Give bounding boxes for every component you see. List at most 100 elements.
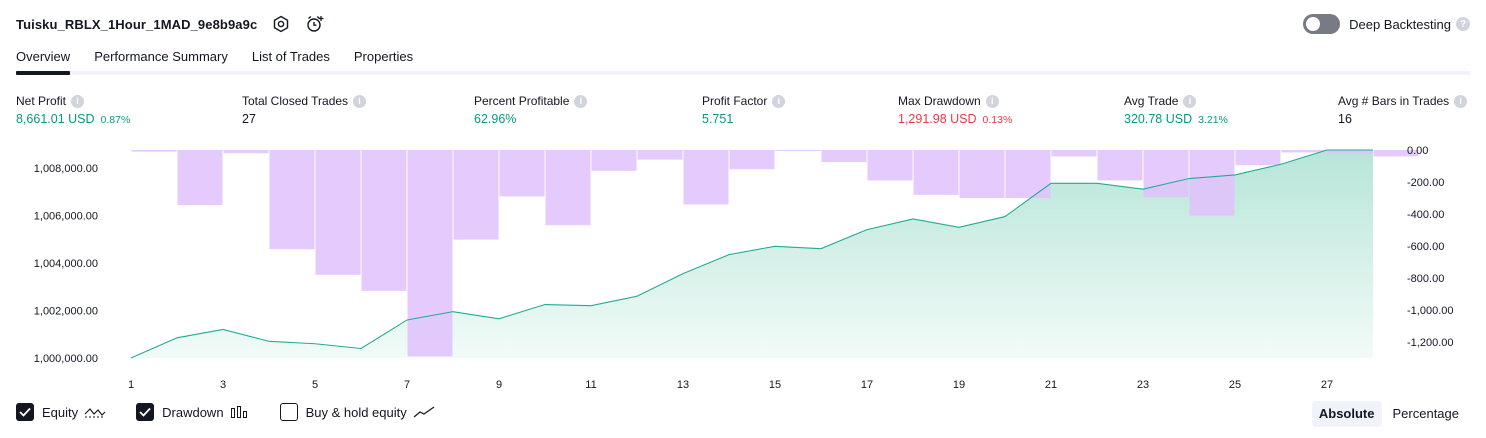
y-right-axis-tick-label: -600.00 — [1407, 241, 1444, 253]
metric-value: 5.751 — [702, 112, 733, 126]
help-icon[interactable]: ? — [1456, 17, 1470, 31]
drawdown-bar[interactable] — [960, 150, 1005, 198]
drawdown-bar[interactable] — [362, 150, 407, 291]
x-axis-tick-label: 7 — [404, 379, 410, 391]
drawdown-bar[interactable] — [132, 150, 177, 152]
drawdown-bar[interactable] — [454, 150, 499, 240]
help-icon[interactable]: i — [1183, 95, 1196, 108]
metric-label: Max Drawdown — [898, 94, 981, 108]
drawdown-bar[interactable] — [638, 150, 683, 160]
drawdown-bar[interactable] — [868, 150, 913, 180]
help-icon[interactable]: i — [1454, 95, 1467, 108]
drawdown-checkbox[interactable] — [136, 403, 154, 421]
tab-performance-summary[interactable]: Performance Summary — [94, 44, 228, 71]
drawdown-bar[interactable] — [500, 150, 545, 196]
drawdown-bar[interactable] — [592, 150, 637, 171]
deep-backtesting-toggle[interactable] — [1303, 14, 1340, 34]
metric-max-drawdown: Max Drawdown i 1,291.98 USD 0.13% — [898, 92, 1012, 128]
metric-label: Net Profit — [16, 94, 66, 108]
metric-percent-profitable: Percent Profitable i 62.96% — [474, 92, 587, 128]
buy-hold-checkbox[interactable] — [280, 403, 298, 421]
y-right-axis-tick-label: -1,000.00 — [1407, 305, 1453, 317]
strategy-name: Tuisku_RBLX_1Hour_1MAD_9e8b9a9c — [16, 17, 257, 32]
y-axis-tick-label: 1,006,000.00 — [34, 210, 98, 222]
x-axis-tick-label: 9 — [496, 379, 502, 391]
tab-list-of-trades[interactable]: List of Trades — [252, 44, 330, 71]
drawdown-bar[interactable] — [316, 150, 361, 275]
y-axis-tick-label: 1,008,000.00 — [34, 163, 98, 175]
settings-icon[interactable] — [271, 14, 291, 34]
drawdown-bar[interactable] — [1190, 150, 1235, 216]
add-alert-icon[interactable] — [305, 14, 325, 34]
deep-backtesting-label: Deep Backtesting — [1349, 17, 1451, 32]
drawdown-bar[interactable] — [1052, 150, 1097, 156]
equity-checkbox[interactable] — [16, 403, 34, 421]
equity-drawdown-chart[interactable]: 1,000,000.00 1,002,000.00 1,004,000.00 1,00… — [0, 140, 1486, 398]
legend-equity-label: Equity — [42, 405, 78, 420]
legend-drawdown[interactable]: Drawdown — [136, 403, 249, 421]
metric-label: Avg # Bars in Trades — [1338, 94, 1449, 108]
drawdown-bar[interactable] — [224, 150, 269, 153]
metric-label: Profit Factor — [702, 94, 767, 108]
drawdown-bar[interactable] — [730, 150, 775, 169]
tab-overview[interactable]: Overview — [16, 44, 70, 71]
x-axis-tick-label: 19 — [953, 379, 965, 391]
x-axis-tick-label: 1 — [128, 379, 134, 391]
drawdown-bar[interactable] — [1006, 150, 1051, 198]
help-icon[interactable]: i — [986, 95, 999, 108]
x-axis-tick-label: 11 — [585, 379, 596, 391]
drawdown-bar[interactable] — [684, 150, 729, 204]
y-right-axis-tick-label: -1,200.00 — [1407, 337, 1453, 349]
metric-label: Avg Trade — [1124, 94, 1178, 108]
metric-avg-trade: Avg Trade i 320.78 USD 3.21% — [1124, 92, 1228, 128]
buy-hold-line-icon — [413, 405, 435, 419]
drawdown-bar[interactable] — [1098, 150, 1143, 180]
x-axis-tick-label: 23 — [1137, 379, 1149, 391]
metric-value: 62.96% — [474, 112, 516, 126]
metric-percent: 3.21% — [1198, 114, 1228, 126]
metric-percent: 0.87% — [101, 114, 131, 126]
y-axis-tick-label: 1,000,000.00 — [34, 353, 98, 365]
metric-profit-factor: Profit Factor i 5.751 — [702, 92, 785, 128]
drawdown-bars-icon — [230, 405, 250, 419]
percentage-button[interactable]: Percentage — [1386, 401, 1467, 427]
x-axis-tick-label: 27 — [1321, 379, 1333, 391]
drawdown-bar[interactable] — [776, 150, 821, 151]
metric-value: 8,661.01 USD — [16, 112, 95, 126]
scale-mode-switch: Absolute Percentage — [1308, 401, 1466, 427]
drawdown-bar[interactable] — [1328, 150, 1373, 154]
x-axis-tick-label: 15 — [769, 379, 781, 391]
metric-avg-bars-in-trades: Avg # Bars in Trades i 16 — [1338, 92, 1467, 128]
strategy-header: Tuisku_RBLX_1Hour_1MAD_9e8b9a9c — [16, 12, 325, 36]
legend-equity[interactable]: Equity — [16, 403, 106, 421]
y-axis-tick-label: 1,004,000.00 — [34, 258, 98, 270]
metric-value: 320.78 USD — [1124, 112, 1192, 126]
y-axis-tick-label: 1,002,000.00 — [34, 305, 98, 317]
drawdown-bar[interactable] — [408, 150, 453, 356]
drawdown-bar[interactable] — [270, 150, 315, 249]
tab-properties[interactable]: Properties — [354, 44, 413, 71]
metric-total-closed-trades: Total Closed Trades i 27 — [242, 92, 366, 128]
y-right-axis-tick-label: -400.00 — [1407, 209, 1444, 221]
absolute-button[interactable]: Absolute — [1312, 401, 1382, 427]
drawdown-bar[interactable] — [1144, 150, 1189, 197]
metric-label: Percent Profitable — [474, 94, 569, 108]
tab-bar: Overview Performance Summary List of Tra… — [16, 44, 1470, 75]
x-axis-tick-label: 3 — [220, 379, 226, 391]
help-icon[interactable]: i — [353, 95, 366, 108]
help-icon[interactable]: i — [71, 95, 84, 108]
help-icon[interactable]: i — [574, 95, 587, 108]
drawdown-bar[interactable] — [914, 150, 959, 195]
x-axis-tick-label: 13 — [677, 379, 689, 391]
equity-line-icon — [84, 405, 106, 419]
help-icon[interactable]: i — [772, 95, 785, 108]
drawdown-bar[interactable] — [178, 150, 223, 205]
drawdown-bar[interactable] — [822, 150, 867, 162]
drawdown-bar[interactable] — [1236, 150, 1281, 165]
legend-buy-hold-equity[interactable]: Buy & hold equity — [280, 403, 435, 421]
y-right-axis-tick-label: 0.00 — [1407, 145, 1428, 157]
drawdown-bar[interactable] — [546, 150, 591, 225]
metric-net-profit: Net Profit i 8,661.01 USD 0.87% — [16, 92, 130, 128]
x-axis-tick-label: 17 — [861, 379, 873, 391]
metric-percent: 0.13% — [983, 114, 1013, 126]
